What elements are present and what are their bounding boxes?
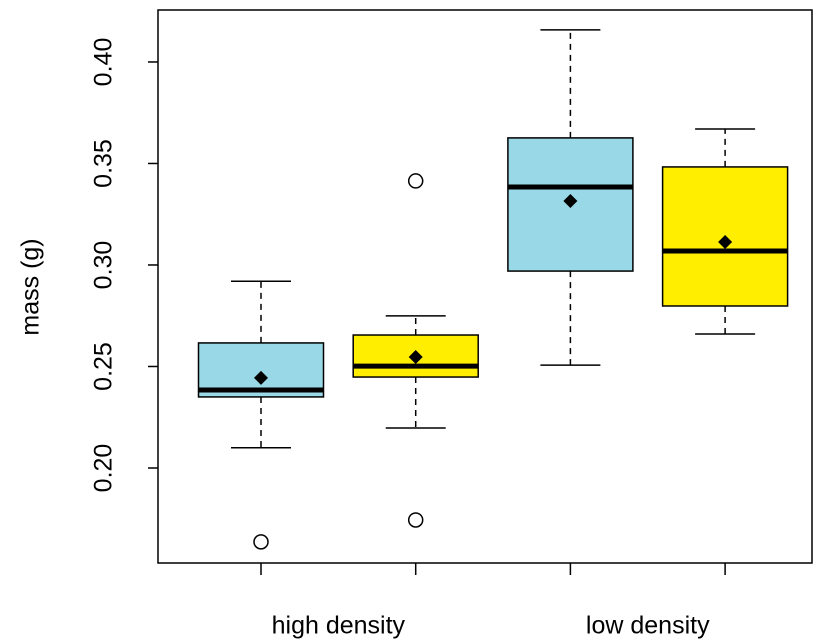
y-tick-label: 0.30 [90,241,118,290]
y-tick-label: 0.35 [90,139,118,188]
y-tick-label: 0.40 [90,38,118,87]
y-axis-label: mass (g) [17,238,45,335]
outlier [407,512,424,528]
y-tick-label: 0.25 [90,342,118,391]
plot-frame [157,9,813,564]
mean-marker [254,370,268,385]
x-group-label: low density [586,612,710,640]
mean-marker [563,194,578,209]
outlier [253,534,269,550]
mean-marker [408,349,423,364]
box [352,334,479,378]
x-group-label: high density [272,612,406,640]
y-tick-label: 0.20 [90,444,118,493]
mean-marker [718,235,733,250]
outlier [407,173,424,189]
